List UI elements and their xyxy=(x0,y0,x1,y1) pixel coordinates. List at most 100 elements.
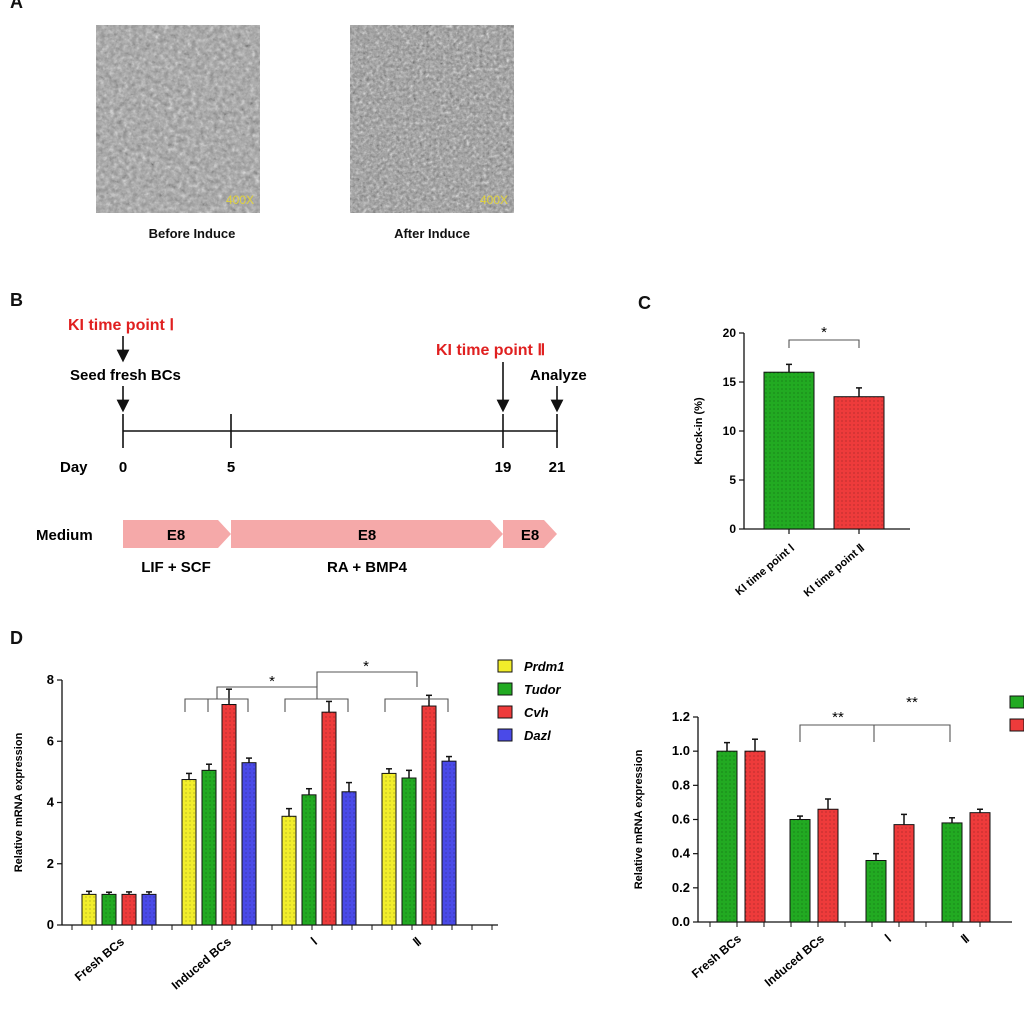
group-bracket xyxy=(316,671,418,687)
legend-swatch xyxy=(497,682,513,696)
bar-texture xyxy=(745,751,765,922)
analyze-label: Analyze xyxy=(530,367,587,384)
legend-swatch xyxy=(497,705,513,719)
x-tick-label: Fresh BCs xyxy=(689,931,744,981)
day-label: Day xyxy=(60,459,88,476)
day-tick: 21 xyxy=(549,459,566,476)
y-tick-label: 0 xyxy=(47,917,54,932)
ki-time-point-2: KI time point Ⅱ xyxy=(436,342,545,359)
timeline-diagram: KI time point Ⅰ Seed fresh BCs KI time p… xyxy=(36,317,587,576)
y-tick-label: 20 xyxy=(723,326,737,340)
significance-bracket xyxy=(799,724,951,742)
y-tick-label: 4 xyxy=(47,795,55,810)
group-bracket xyxy=(384,698,449,712)
group-bracket xyxy=(216,686,318,699)
bar-texture xyxy=(242,762,256,925)
ki-time-point-1: KI time point Ⅰ xyxy=(68,317,174,334)
y-tick-label: 2 xyxy=(47,856,54,871)
significance-star: * xyxy=(821,324,827,341)
medium-segment-label: E8 xyxy=(167,527,185,544)
y-tick-label: 10 xyxy=(723,424,737,438)
bar-texture xyxy=(142,894,156,925)
legend-swatch xyxy=(497,728,513,742)
medium-segment xyxy=(231,520,503,548)
legend-swatch xyxy=(497,659,513,673)
y-axis-label: Relative mRNA expression xyxy=(633,749,645,889)
bar-texture xyxy=(322,712,336,925)
seed-label: Seed fresh BCs xyxy=(70,367,181,384)
bar-texture xyxy=(942,822,962,922)
medium-segment xyxy=(503,520,557,548)
bar-texture xyxy=(382,773,396,925)
significance-star: ** xyxy=(832,709,844,726)
legend-label: Cvh xyxy=(524,705,549,720)
y-tick-label: 0.2 xyxy=(672,880,690,895)
x-tick-label: Ⅱ xyxy=(958,932,972,947)
day-tick: 19 xyxy=(495,459,512,476)
panel-label-b: B xyxy=(10,290,23,310)
significance-bracket xyxy=(788,339,860,348)
y-tick-label: 0 xyxy=(729,522,736,536)
bar-texture xyxy=(818,809,838,922)
bar-texture xyxy=(302,794,316,925)
supplement-label: RA + BMP4 xyxy=(327,559,408,576)
panel-label-a: A xyxy=(10,0,23,12)
y-axis-label: Knock-in (%) xyxy=(693,397,705,465)
bar-texture xyxy=(342,791,356,925)
significance-star: ** xyxy=(906,694,918,711)
y-tick-label: 0.0 xyxy=(672,914,690,929)
y-tick-label: 8 xyxy=(47,672,54,687)
supplement-label: LIF + SCF xyxy=(141,559,211,576)
bar-texture xyxy=(866,860,886,922)
bar-texture xyxy=(202,770,216,925)
bar-texture xyxy=(182,779,196,925)
micrograph-after-induce: 400X xyxy=(350,25,514,213)
bar-texture xyxy=(402,778,416,925)
bar-texture xyxy=(442,761,456,925)
bar-texture xyxy=(422,706,436,925)
x-tick-label: Induced BCs xyxy=(169,934,234,992)
legend-label: Dazl xyxy=(524,728,551,743)
y-tick-label: 1.2 xyxy=(672,709,690,724)
x-tick-label: Ⅱ xyxy=(410,935,424,950)
y-tick-label: 5 xyxy=(729,473,736,487)
day-tick: 5 xyxy=(227,459,235,476)
bar-texture xyxy=(102,894,116,925)
day-tick: 0 xyxy=(119,459,127,476)
significance-star: * xyxy=(363,658,369,675)
panel-label-c: C xyxy=(638,293,651,313)
significance-star: * xyxy=(269,673,275,690)
x-tick-label: Ⅰ xyxy=(308,935,320,948)
bar-texture xyxy=(122,894,136,925)
y-tick-label: 0.8 xyxy=(672,777,690,792)
caption-before-induce: Before Induce xyxy=(148,226,236,241)
x-tick-label: KI time point Ⅰ xyxy=(733,542,797,598)
x-tick-label: Induced BCs xyxy=(762,931,827,989)
medium-segment-label: E8 xyxy=(521,527,539,544)
legend-label: Prdm1 xyxy=(524,659,564,674)
y-tick-label: 15 xyxy=(723,375,737,389)
bar-texture xyxy=(790,819,810,922)
bar-texture xyxy=(82,894,96,925)
panel-label-d: D xyxy=(10,628,23,648)
group-bracket xyxy=(184,698,249,712)
group-bracket xyxy=(284,698,349,712)
legend-swatch xyxy=(1009,718,1024,732)
magnification-label: 400X xyxy=(225,193,254,207)
medium-segment-label: E8 xyxy=(358,527,376,544)
bar-texture xyxy=(894,824,914,922)
bar-texture xyxy=(970,812,990,922)
magnification-label: 400X xyxy=(479,193,508,207)
x-tick-label: KI time point Ⅱ xyxy=(802,542,867,599)
bar-texture xyxy=(222,704,236,925)
y-tick-label: 0.6 xyxy=(672,812,690,827)
medium-label: Medium xyxy=(36,527,93,544)
y-tick-label: 6 xyxy=(47,733,54,748)
bar-texture xyxy=(282,816,296,925)
micrograph-before-induce: 400X xyxy=(96,25,260,213)
y-tick-label: 0.4 xyxy=(672,846,691,861)
bar-texture xyxy=(834,396,884,529)
medium-segment xyxy=(123,520,231,548)
y-axis-label: Relative mRNA expression xyxy=(13,732,25,872)
x-tick-label: Ⅰ xyxy=(882,932,894,945)
